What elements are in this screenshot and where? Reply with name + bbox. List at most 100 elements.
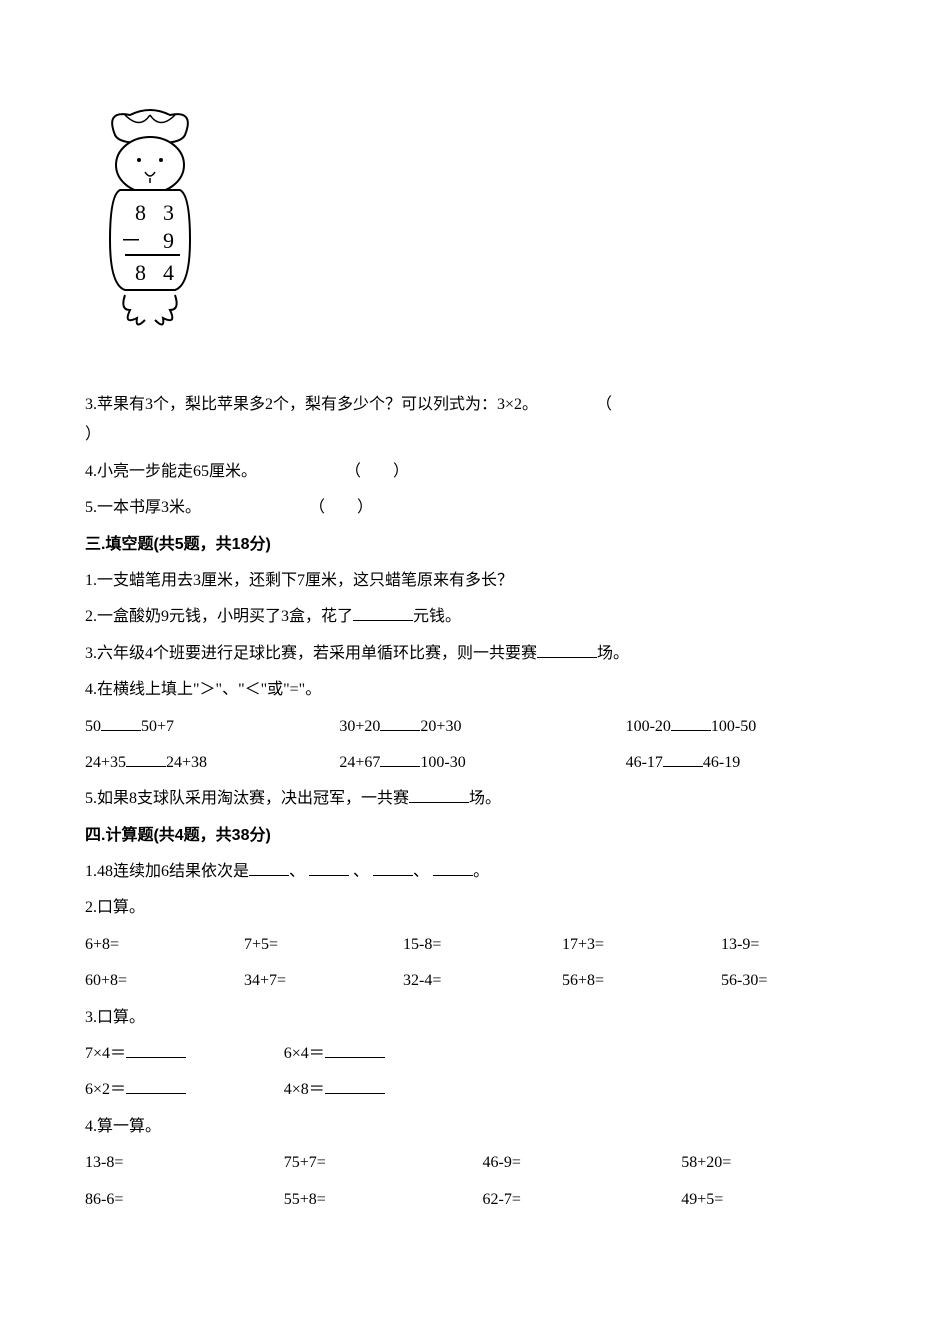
s3-q1-text: 一支蜡笔用去3厘米，还剩下7厘米，这只蜡笔原来有多长？ <box>97 572 513 589</box>
sub-result: 8 <box>135 260 146 285</box>
calc: 75+7= <box>284 1154 326 1171</box>
s3q4-r2-c2: 46-19 <box>703 754 740 771</box>
s3q4-r1-b2: 20+30 <box>420 718 461 735</box>
section-4-title: 四.计算题(共4题，共38分) <box>85 821 880 851</box>
question-3: 3.苹果有3个，梨比苹果多2个，梨有多少个？可以列式为：3×2。 （ ） <box>85 390 880 451</box>
s4-q1-end: 。 <box>473 863 489 880</box>
calc: 7×4＝ <box>85 1045 126 1062</box>
q5-paren: （ ） <box>309 499 373 516</box>
s3-q5-pre: 如果8支球队采用淘汰赛，决出冠军，一共赛 <box>97 790 409 807</box>
s4-q3-row1: 7×4＝ 6×4＝ <box>85 1039 880 1069</box>
s3-q4-row2: 24+35 24+38 24+67 100-30 46-17 46-19 <box>85 748 880 778</box>
blank[interactable] <box>380 714 420 731</box>
q4-text: 小亮一步能走65厘米。 <box>97 463 257 480</box>
s3-q1-num: 1. <box>85 572 97 589</box>
calc: 46-9= <box>483 1154 521 1171</box>
blank[interactable] <box>325 1041 385 1058</box>
s4-q1: 1.48连续加6结果依次是 、 、 、 。 <box>85 857 880 887</box>
s3-q3: 3.六年级4个班要进行足球比赛，若采用单循环比赛，则一共要赛 场。 <box>85 639 880 669</box>
s4-q3-row2: 6×2＝ 4×8＝ <box>85 1075 880 1105</box>
s3q4-r2-b2: 100-30 <box>420 754 465 771</box>
s3-q2-num: 2. <box>85 608 97 625</box>
svg-text:3: 3 <box>163 200 174 225</box>
calc: 17+3= <box>562 936 604 953</box>
s3-q4: 4.在横线上填上"＞"、"＜"或"="。 <box>85 675 880 705</box>
s3-q2-post: 元钱。 <box>413 608 461 625</box>
sep: 、 <box>413 863 429 880</box>
calc: 6×4＝ <box>284 1045 325 1062</box>
blank[interactable] <box>309 859 349 876</box>
s4-q2-text: 口算。 <box>97 899 145 916</box>
s3-q1: 1.一支蜡笔用去3厘米，还剩下7厘米，这只蜡笔原来有多长？ <box>85 566 880 596</box>
dog-subtraction-illustration: 8 3 － 9 8 4 <box>85 100 880 360</box>
s3-q3-blank[interactable] <box>537 641 597 658</box>
s4-q1-pre: 48连续加6结果依次是 <box>97 863 249 880</box>
calc: 13-8= <box>85 1154 123 1171</box>
s3-q2-blank[interactable] <box>353 604 413 621</box>
blank[interactable] <box>325 1077 385 1094</box>
s3q4-r2-b1: 24+67 <box>339 754 380 771</box>
calc: 6×2＝ <box>85 1081 126 1098</box>
s3q4-r1-b1: 30+20 <box>339 718 380 735</box>
calc: 62-7= <box>483 1191 521 1208</box>
s4-q3-text: 口算。 <box>97 1009 145 1026</box>
blank[interactable] <box>126 1077 186 1094</box>
s3-q5-num: 5. <box>85 790 97 807</box>
calc: 6+8= <box>85 936 119 953</box>
calc: 49+5= <box>681 1191 723 1208</box>
s3q4-r2-a2: 24+38 <box>166 754 207 771</box>
sep: 、 <box>289 863 305 880</box>
calc: 86-6= <box>85 1191 123 1208</box>
blank[interactable] <box>126 1041 186 1058</box>
s3-q5-post: 场。 <box>469 790 501 807</box>
blank[interactable] <box>663 750 703 767</box>
s3q4-r1-c2: 100-50 <box>711 718 756 735</box>
s3-q4-num: 4. <box>85 681 97 698</box>
s3q4-r1-a1: 50 <box>85 718 101 735</box>
s3-q4-row1: 5050+7 30+2020+30 100-20100-50 <box>85 712 880 742</box>
calc: 58+20= <box>681 1154 731 1171</box>
blank[interactable] <box>380 750 420 767</box>
s4-q2-row2: 60+8= 34+7= 32-4= 56+8= 56-30= <box>85 966 880 996</box>
svg-text:4: 4 <box>163 260 174 285</box>
q4-num: 4. <box>85 463 97 480</box>
s3q4-r2-a1: 24+35 <box>85 754 126 771</box>
s4-q4-row1: 13-8= 75+7= 46-9= 58+20= <box>85 1148 880 1178</box>
question-5: 5.一本书厚3米。 （ ） <box>85 493 880 523</box>
page: 8 3 － 9 8 4 3.苹果有3个，梨比苹果多2个，梨有多少个？可以列式为：… <box>0 0 950 1344</box>
s3-q2-pre: 一盒酸奶9元钱，小明买了3盒，花了 <box>97 608 353 625</box>
s3-q2: 2.一盒酸奶9元钱，小明买了3盒，花了 元钱。 <box>85 602 880 632</box>
s3-q3-pre: 六年级4个班要进行足球比赛，若采用单循环比赛，则一共要赛 <box>97 645 537 662</box>
s3-q3-num: 3. <box>85 645 97 662</box>
calc: 32-4= <box>403 972 441 989</box>
calc: 34+7= <box>244 972 286 989</box>
q3-num: 3. <box>85 396 97 413</box>
s3-q3-post: 场。 <box>597 645 629 662</box>
sub-minus: － <box>120 228 142 253</box>
sep: 、 <box>353 863 369 880</box>
s4-q4-head: 4.算一算。 <box>85 1112 880 1142</box>
blank[interactable] <box>249 859 289 876</box>
calc: 15-8= <box>403 936 441 953</box>
s3q4-r2-c1: 46-17 <box>626 754 663 771</box>
blank[interactable] <box>373 859 413 876</box>
q5-text: 一本书厚3米。 <box>97 499 201 516</box>
blank[interactable] <box>433 859 473 876</box>
q3-paren-close: ） <box>85 426 101 443</box>
s4-q4-text: 算一算。 <box>97 1118 161 1135</box>
question-4: 4.小亮一步能走65厘米。 （ ） <box>85 457 880 487</box>
s4-q4-row2: 86-6= 55+8= 62-7= 49+5= <box>85 1185 880 1215</box>
calc: 4×8＝ <box>284 1081 325 1098</box>
sub-sub: 9 <box>163 228 174 253</box>
q5-num: 5. <box>85 499 97 516</box>
q4-paren: （ ） <box>345 463 409 480</box>
calc: 60+8= <box>85 972 127 989</box>
s3q4-r1-c1: 100-20 <box>626 718 671 735</box>
s4-q1-num: 1. <box>85 863 97 880</box>
s3-q5-blank[interactable] <box>409 786 469 803</box>
blank[interactable] <box>126 750 166 767</box>
blank[interactable] <box>671 714 711 731</box>
s3-q5: 5.如果8支球队采用淘汰赛，决出冠军，一共赛 场。 <box>85 784 880 814</box>
blank[interactable] <box>101 714 141 731</box>
q3-text: 苹果有3个，梨比苹果多2个，梨有多少个？可以列式为：3×2。 <box>97 396 538 413</box>
